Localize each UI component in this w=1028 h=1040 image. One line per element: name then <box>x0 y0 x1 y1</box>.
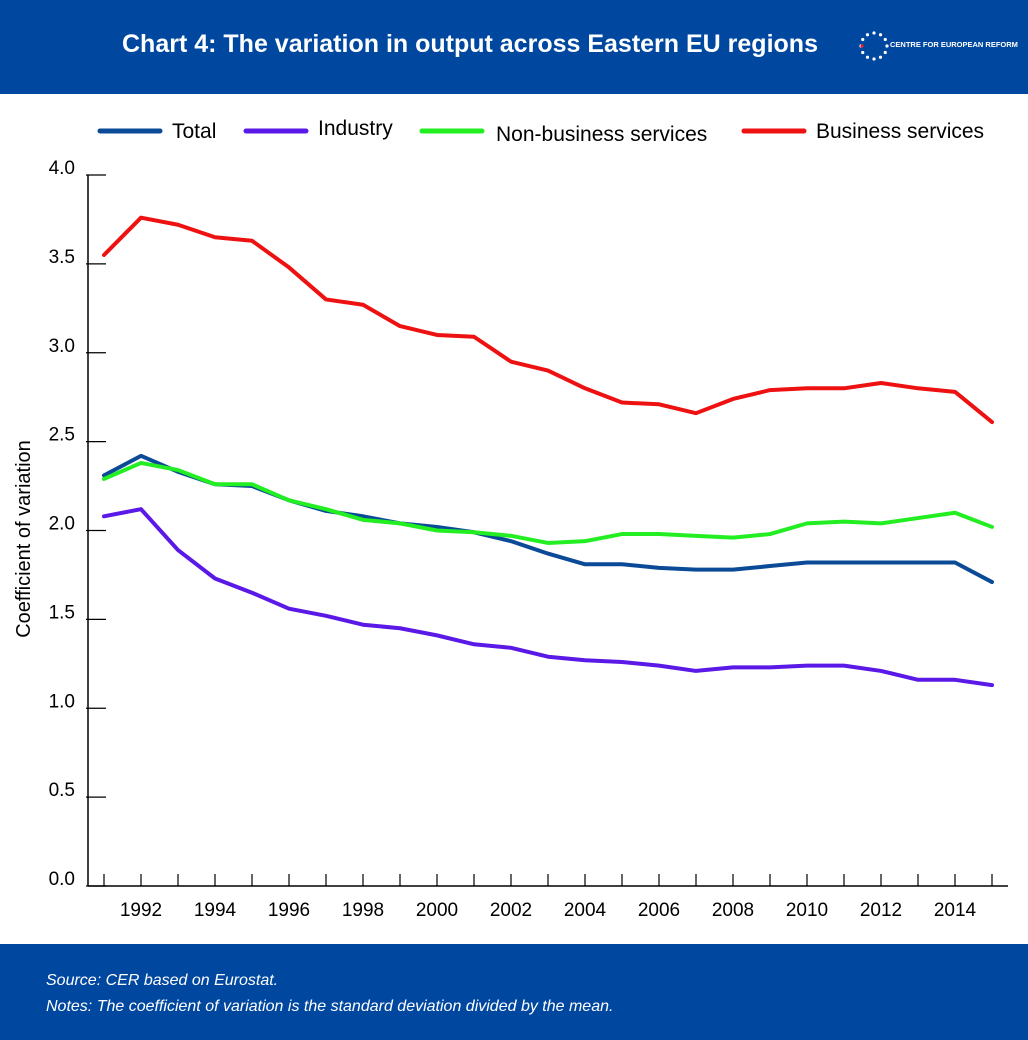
chart-header: Chart 4: The variation in output across … <box>0 0 1028 94</box>
y-tick-label: 1.5 <box>49 602 75 623</box>
x-tick-label: 1996 <box>268 900 310 921</box>
y-tick-label: 4.0 <box>49 158 75 179</box>
star-icon <box>861 50 865 55</box>
chart-footer: Source: CER based on Eurostat. Notes: Th… <box>0 944 1028 1040</box>
red-star-icon <box>860 44 864 48</box>
y-tick-label: 3.0 <box>49 336 75 357</box>
star-icon <box>883 37 887 42</box>
star-icon <box>878 55 883 59</box>
star-icon <box>872 57 876 61</box>
line-chart: Total Industry Non-business services Busine… <box>13 117 1008 921</box>
series-line-non-business-services <box>102 460 994 545</box>
x-tick-label: 2002 <box>490 900 532 921</box>
x-tick-label: 2010 <box>786 900 828 921</box>
x-tick-label: 2000 <box>416 900 458 921</box>
x-tick-label: 2006 <box>638 900 680 921</box>
chart-series <box>102 215 994 688</box>
eu-stars-icon <box>859 31 889 61</box>
x-tick-label: 2008 <box>712 900 754 921</box>
star-icon <box>878 33 883 37</box>
x-tick-label: 1992 <box>120 900 162 921</box>
chart-legend: Total Industry Non-business services Busine… <box>97 117 984 146</box>
y-tick-label: 1.0 <box>49 691 75 712</box>
x-tick-label: 2012 <box>860 900 902 921</box>
star-icon <box>883 50 887 55</box>
x-tick-label: 2014 <box>934 900 977 921</box>
cer-logo: CENTRE FOR EUROPEAN REFORM <box>858 24 1018 70</box>
star-icon <box>865 33 870 37</box>
legend-label-non-business-services: Non-business services <box>496 123 707 146</box>
y-tick-label: 0.5 <box>49 780 75 801</box>
legend-label-industry: Industry <box>318 117 393 140</box>
star-icon <box>865 55 870 59</box>
legend-label-total: Total <box>172 120 216 143</box>
source-note: Source: CER based on Eurostat. <box>46 972 279 989</box>
chart-title: Chart 4: The variation in output across … <box>122 30 818 58</box>
logo-text: CENTRE FOR EUROPEAN REFORM <box>890 40 1018 49</box>
legend-label-business-services: Business services <box>816 120 984 143</box>
chart-axes: 0.0 0.5 1.0 1.5 2.0 2.5 3.0 3.5 4.0 1992 1994 1996 1… <box>49 158 1008 921</box>
y-tick-label: 2.0 <box>49 514 75 535</box>
y-axis-label: Coefficient of variation <box>13 440 35 638</box>
series-line-total <box>102 453 994 585</box>
x-tick-label: 1994 <box>194 900 237 921</box>
series-line-business-services <box>102 215 994 425</box>
star-icon <box>861 37 865 42</box>
star-icon <box>872 31 876 35</box>
y-tick-label: 2.5 <box>49 425 75 446</box>
series-line-industry <box>102 507 994 688</box>
notes: Notes: The coefficient of variation is t… <box>46 998 614 1015</box>
y-tick-label: 3.5 <box>49 247 75 268</box>
star-icon <box>885 44 889 48</box>
y-tick-label: 0.0 <box>49 869 75 890</box>
x-tick-label: 1998 <box>342 900 384 921</box>
x-tick-label: 2004 <box>564 900 607 921</box>
